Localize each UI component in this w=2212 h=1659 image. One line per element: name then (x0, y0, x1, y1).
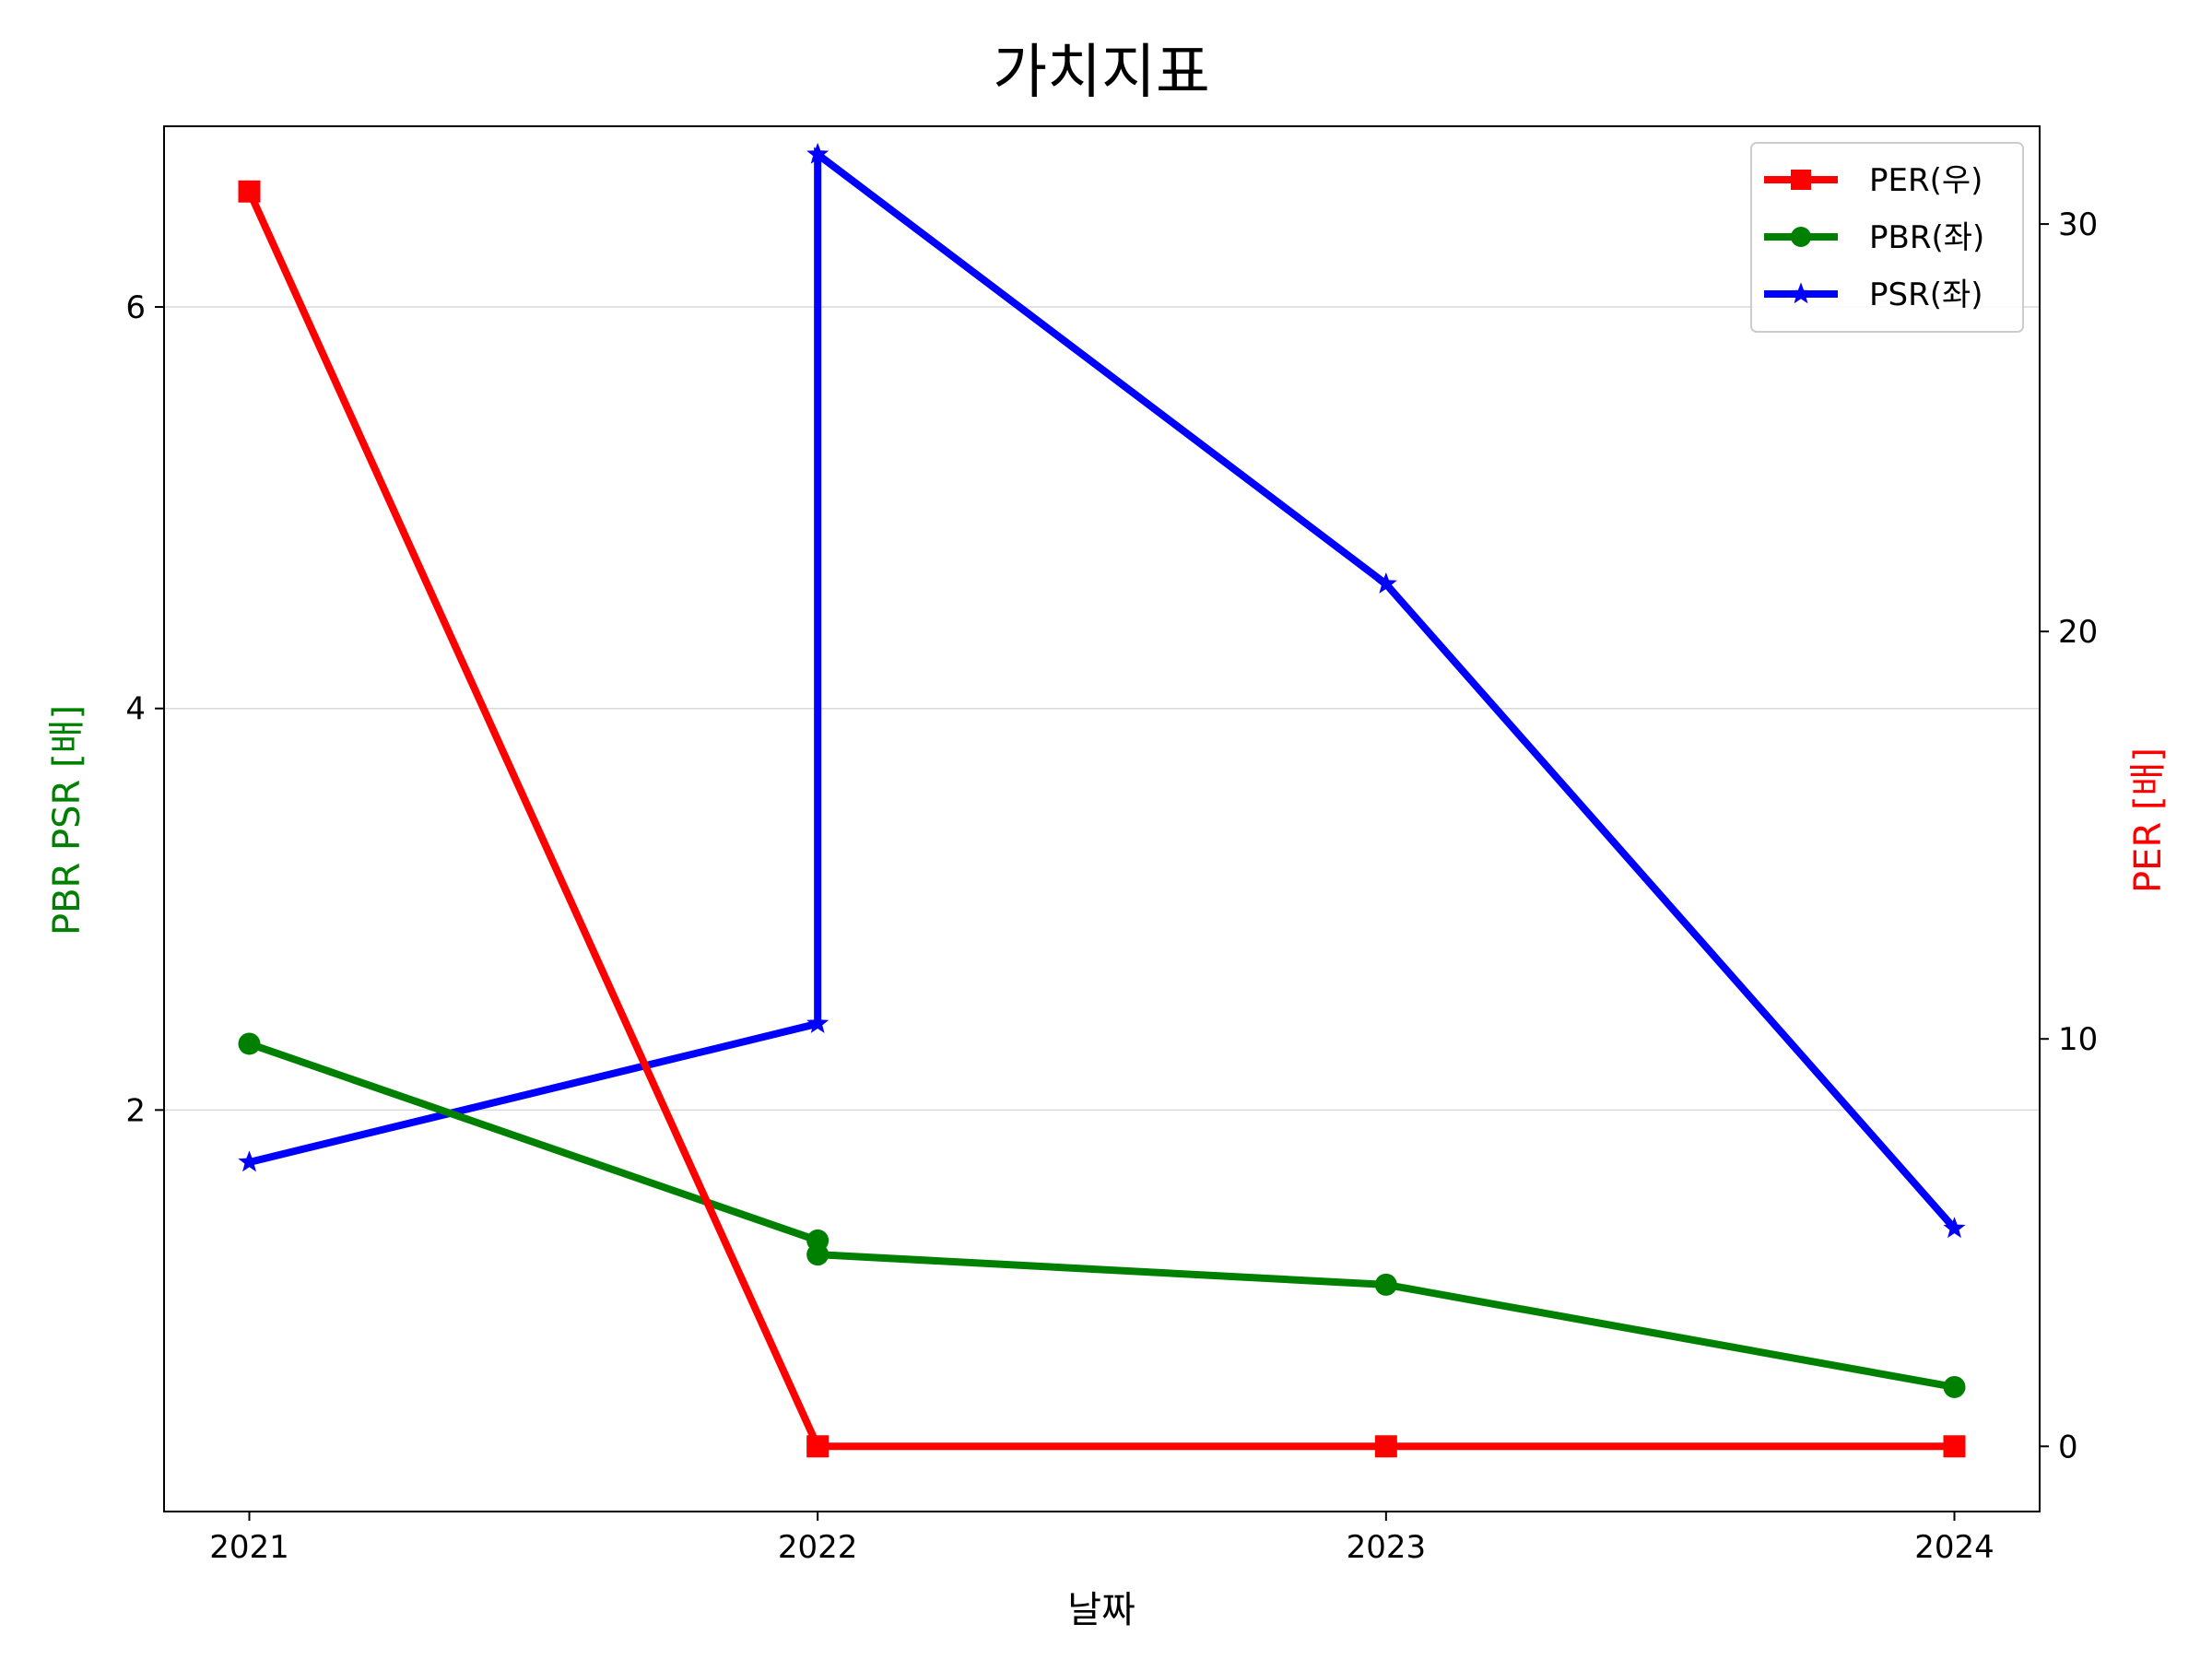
y-right-tick-label: 10 (2058, 1021, 2098, 1058)
data-point-psr (1943, 1217, 1966, 1239)
x-axis: 2021 2022 2023 2024 (209, 1512, 1994, 1566)
series-line-pbr (248, 1040, 1956, 1391)
data-point-per (1374, 1435, 1397, 1458)
legend-label-per: PER(우) (1869, 162, 1983, 199)
y-axis-left: 2 4 6 (125, 289, 164, 1129)
series-line-psr (248, 147, 1958, 1231)
data-point-psr (806, 142, 830, 164)
series-layer (238, 142, 1966, 1458)
y-axis-right-label: PER [배] (2127, 747, 2170, 893)
chart-title: 가치지표 (993, 39, 1210, 107)
legend-label-psr: PSR(좌) (1869, 276, 1983, 313)
x-tick-label: 2022 (778, 1529, 858, 1566)
data-point-pbr (238, 1032, 261, 1055)
y-right-tick-label: 30 (2058, 206, 2098, 243)
series-pbr (238, 1032, 1966, 1398)
data-point-psr (1374, 571, 1397, 594)
legend-marker-per (1791, 170, 1811, 190)
series-psr (238, 142, 1966, 1239)
data-point-per (1943, 1435, 1966, 1458)
legend-box (1750, 142, 2024, 333)
data-point-pbr (1943, 1375, 1966, 1398)
legend-marker-psr (1789, 282, 1813, 304)
grid-layer (164, 306, 2040, 1112)
x-tick-label: 2024 (1914, 1529, 1994, 1566)
series-line-per (245, 190, 1955, 1451)
legend-item-psr: PSR(좌) (1764, 276, 1983, 313)
y-left-tick-label: 6 (125, 289, 146, 326)
y-axis-left-label: PBR PSR [배] (46, 705, 88, 935)
data-point-per (806, 1435, 830, 1458)
y-left-tick-label: 2 (125, 1092, 146, 1129)
x-tick-label: 2021 (209, 1529, 289, 1566)
data-point-psr (238, 1150, 261, 1172)
data-point-psr (806, 1012, 830, 1033)
data-point-pbr (806, 1243, 830, 1266)
plot-area-frame (163, 125, 2041, 1512)
data-point-per (238, 180, 261, 203)
legend-item-per: PER(우) (1764, 162, 1983, 199)
y-axis-right: 0 10 20 30 (2040, 206, 2098, 1465)
legend-marker-pbr (1791, 227, 1811, 247)
legend-label-pbr: PBR(좌) (1869, 219, 1984, 256)
x-axis-label: 날짜 (1067, 1589, 1135, 1631)
series-per (238, 180, 1966, 1458)
x-tick-label: 2023 (1347, 1529, 1427, 1566)
legend-item-pbr: PBR(좌) (1764, 219, 1984, 256)
y-right-tick-label: 20 (2058, 614, 2098, 651)
data-point-pbr (1374, 1273, 1397, 1296)
y-right-tick-label: 0 (2058, 1429, 2078, 1465)
y-left-tick-label: 4 (125, 691, 146, 728)
legend: PER(우) PBR(좌) PSR(좌) (1750, 142, 2024, 333)
